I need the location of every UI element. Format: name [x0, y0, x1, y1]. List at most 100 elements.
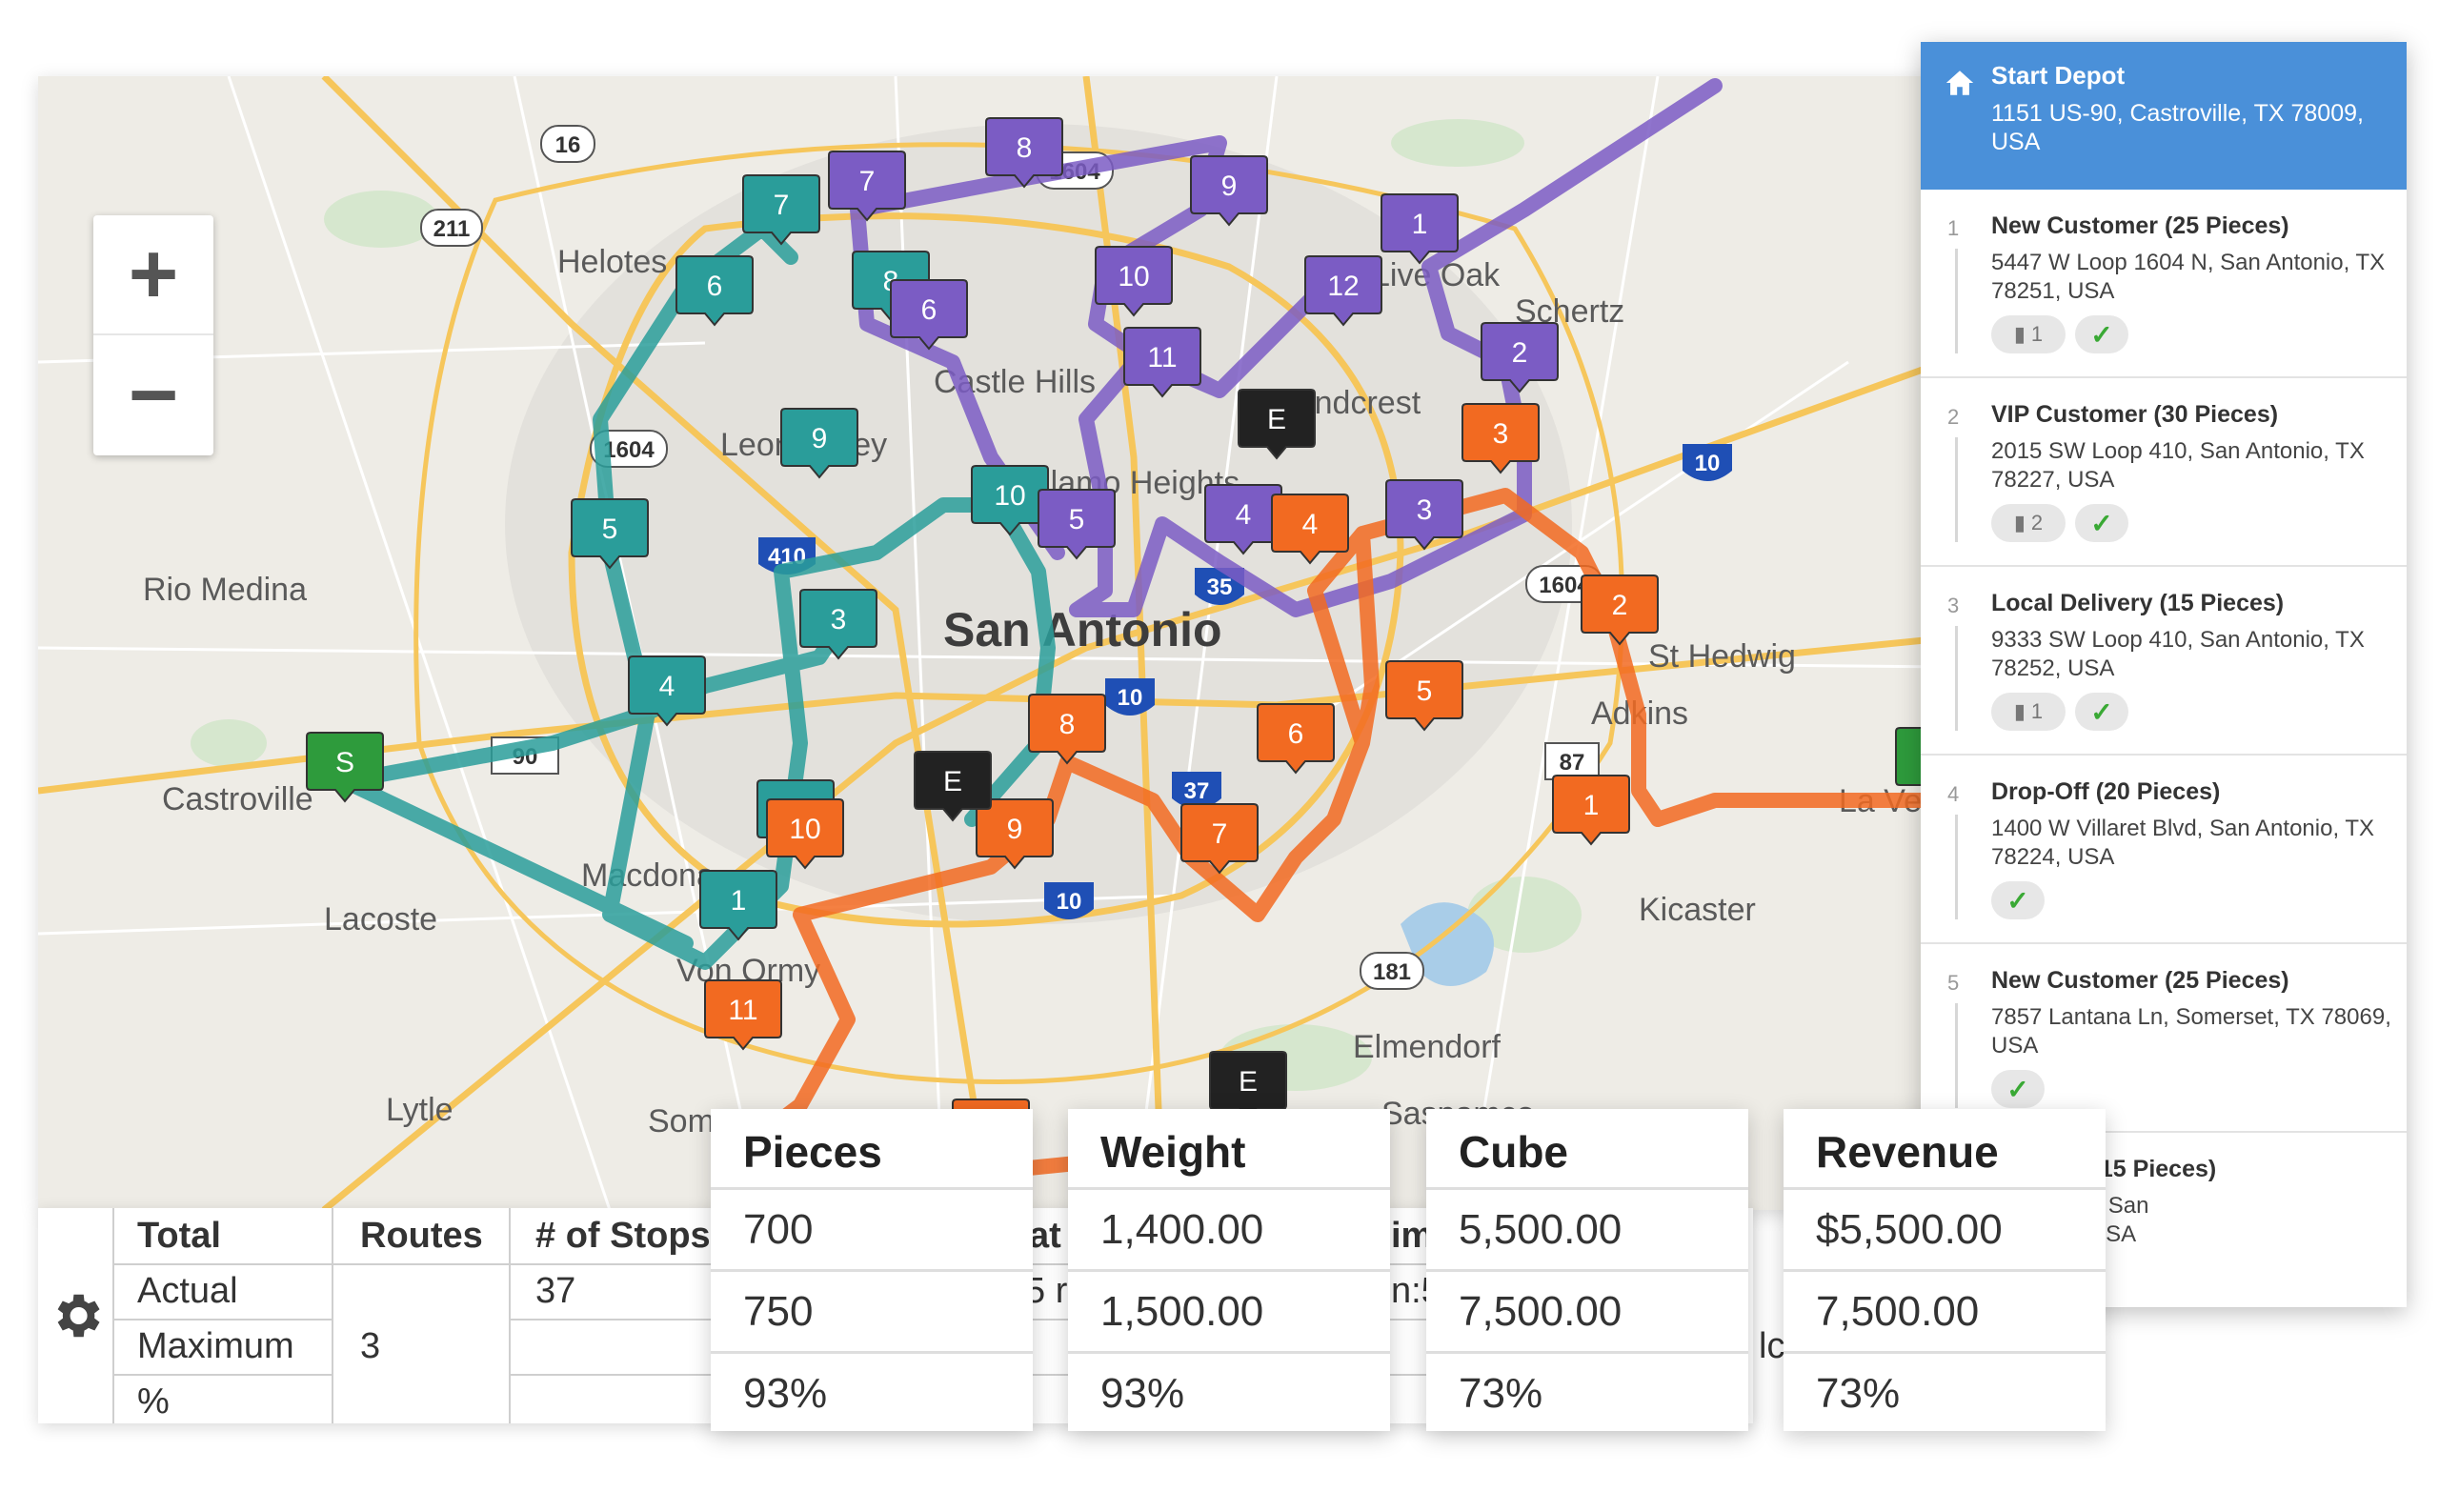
svg-text:16: 16 [555, 132, 581, 158]
purple-stop-marker[interactable]: 2 [1481, 322, 1559, 393]
card-divider [1068, 1351, 1390, 1354]
stop-markers[interactable]: 1234567891012345678910111212345678910111… [306, 117, 1944, 1170]
card-divider [1784, 1351, 2106, 1354]
completed-badge[interactable]: ✓ [1991, 881, 2045, 919]
svg-text:211: 211 [433, 216, 471, 242]
start-marker[interactable]: S [306, 732, 384, 803]
marker-label: 3 [831, 604, 847, 635]
marker-label: 3 [1493, 418, 1509, 450]
orange-stop-marker[interactable]: 11 [704, 979, 782, 1051]
stop-item[interactable]: 3 Local Delivery (15 Pieces) 9333 SW Loo… [1921, 567, 2407, 756]
marker-label: 5 [1417, 675, 1433, 707]
card-title: Revenue [1816, 1127, 1999, 1177]
purple-stop-marker[interactable]: 9 [1190, 155, 1268, 227]
settings-button[interactable] [38, 1208, 114, 1423]
marker-label: 9 [1221, 171, 1238, 202]
orange-stop-marker[interactable]: 2 [1581, 575, 1659, 646]
end-marker[interactable]: E [1238, 389, 1316, 460]
svg-text:10: 10 [1118, 685, 1143, 711]
teal-stop-marker[interactable]: 5 [571, 498, 649, 570]
completed-badge[interactable]: ✓ [2075, 315, 2128, 353]
card-maximum: 7,500.00 [1459, 1288, 1623, 1335]
notes-badge[interactable]: ▮ 2 [1991, 504, 2066, 542]
stop-item[interactable]: 4 Drop-Off (20 Pieces) 1400 W Villaret B… [1921, 756, 2407, 944]
orange-stop-marker[interactable]: 5 [1385, 660, 1463, 732]
orange-stop-marker[interactable]: 1 [1552, 775, 1630, 846]
marker-label: 1 [1583, 790, 1600, 821]
start-depot-item[interactable]: Start Depot 1151 US-90, Castroville, TX … [1921, 42, 2407, 190]
card-maximum: 7,500.00 [1816, 1288, 1980, 1335]
purple-stop-marker[interactable]: 7 [828, 151, 906, 222]
orange-stop-marker[interactable]: 6 [1257, 703, 1335, 775]
teal-stop-marker[interactable]: 3 [799, 589, 877, 660]
teal-stop-marker[interactable]: 4 [628, 655, 706, 727]
card-divider [1068, 1187, 1390, 1190]
completed-badge[interactable]: ✓ [2075, 504, 2128, 542]
check-icon: ✓ [2090, 319, 2113, 350]
orange-stop-marker[interactable]: 4 [1271, 494, 1349, 565]
purple-stop-marker[interactable]: 6 [890, 279, 968, 351]
notes-badge[interactable]: ▮ 1 [1991, 315, 2066, 353]
notes-count: 1 [2030, 322, 2044, 346]
teal-stop-marker[interactable]: 1 [699, 870, 777, 941]
card-maximum: 750 [743, 1288, 814, 1335]
note-icon: ▮ [2013, 699, 2026, 723]
stop-address: 5447 W Loop 1604 N, San Antonio, TX 7825… [1991, 250, 2386, 304]
table-divider [332, 1208, 333, 1423]
park-areas [191, 119, 1582, 1091]
purple-stop-marker[interactable]: 8 [985, 117, 1063, 189]
zoom-out-button[interactable]: − [128, 348, 179, 443]
stop-item[interactable]: 5 New Customer (25 Pieces) 7857 Lantana … [1921, 944, 2407, 1133]
stop-number: 4 [1947, 782, 1960, 806]
teal-stop-marker[interactable]: 7 [742, 174, 820, 246]
orange-stop-marker[interactable]: 3 [1461, 403, 1540, 474]
place-label: Macdona [581, 857, 715, 894]
place-label: Castroville [162, 781, 313, 817]
orange-stop-marker[interactable]: 8 [1028, 694, 1106, 765]
completed-badge[interactable]: ✓ [1991, 1070, 2045, 1108]
place-label: St Hedwig [1648, 638, 1796, 675]
note-icon: ▮ [2013, 511, 2026, 534]
teal-stop-marker[interactable]: 10 [971, 465, 1049, 536]
card-title: Cube [1459, 1127, 1568, 1177]
card-divider [1426, 1187, 1748, 1190]
metric-card-revenue: Revenue $5,500.00 7,500.00 73% [1784, 1109, 2106, 1431]
stop-item[interactable]: 2 VIP Customer (30 Pieces) 2015 SW Loop … [1921, 378, 2407, 567]
marker-label: 4 [659, 671, 675, 702]
purple-stop-marker[interactable]: 5 [1038, 489, 1116, 560]
map-canvas[interactable]: Helotes Leon Valley Castle Hills Alamo H… [38, 76, 1944, 1210]
purple-stop-marker[interactable]: 3 [1385, 479, 1463, 551]
teal-stop-marker[interactable]: 6 [675, 255, 754, 327]
purple-stop-marker[interactable]: 11 [1123, 327, 1201, 398]
purple-stop-marker[interactable]: 12 [1304, 255, 1382, 327]
place-label: Kicaster [1639, 892, 1756, 928]
purple-stop-marker[interactable]: 1 [1381, 193, 1459, 265]
notes-badge[interactable]: ▮ 1 [1991, 693, 2066, 731]
place-label: Lacoste [324, 901, 437, 937]
orange-stop-marker[interactable]: 7 [1180, 803, 1259, 875]
depot-title: Start Depot [1991, 61, 2126, 90]
marker-label: 3 [1417, 494, 1433, 526]
end-marker[interactable]: E [1209, 1051, 1287, 1122]
marker-label: S [335, 747, 354, 778]
teal-stop-marker[interactable]: 9 [780, 408, 858, 479]
card-title: Weight [1100, 1127, 1246, 1177]
orange-stop-marker[interactable]: 10 [766, 798, 844, 870]
end-marker[interactable]: E [914, 751, 992, 822]
place-label: Helotes [557, 244, 667, 280]
zoom-in-button[interactable]: + [93, 215, 213, 335]
routes-value: 3 [360, 1326, 381, 1366]
completed-badge[interactable]: ✓ [2075, 693, 2128, 731]
stop-item[interactable]: 1 New Customer (25 Pieces) 5447 W Loop 1… [1921, 190, 2407, 378]
map-view[interactable]: Helotes Leon Valley Castle Hills Alamo H… [38, 76, 1944, 1210]
metric-card-pieces: Pieces 700 750 93% [711, 1109, 1033, 1431]
stop-number: 3 [1947, 594, 1960, 617]
card-percent: 73% [1459, 1370, 1543, 1417]
note-icon: ▮ [2013, 322, 2026, 346]
card-divider [1068, 1269, 1390, 1272]
svg-text:10: 10 [1057, 889, 1082, 915]
purple-stop-marker[interactable]: 10 [1095, 246, 1173, 317]
purple-stop-marker[interactable]: 4 [1204, 484, 1282, 555]
marker-label: 7 [859, 166, 876, 197]
stop-title: New Customer (25 Pieces) [1991, 967, 2289, 994]
